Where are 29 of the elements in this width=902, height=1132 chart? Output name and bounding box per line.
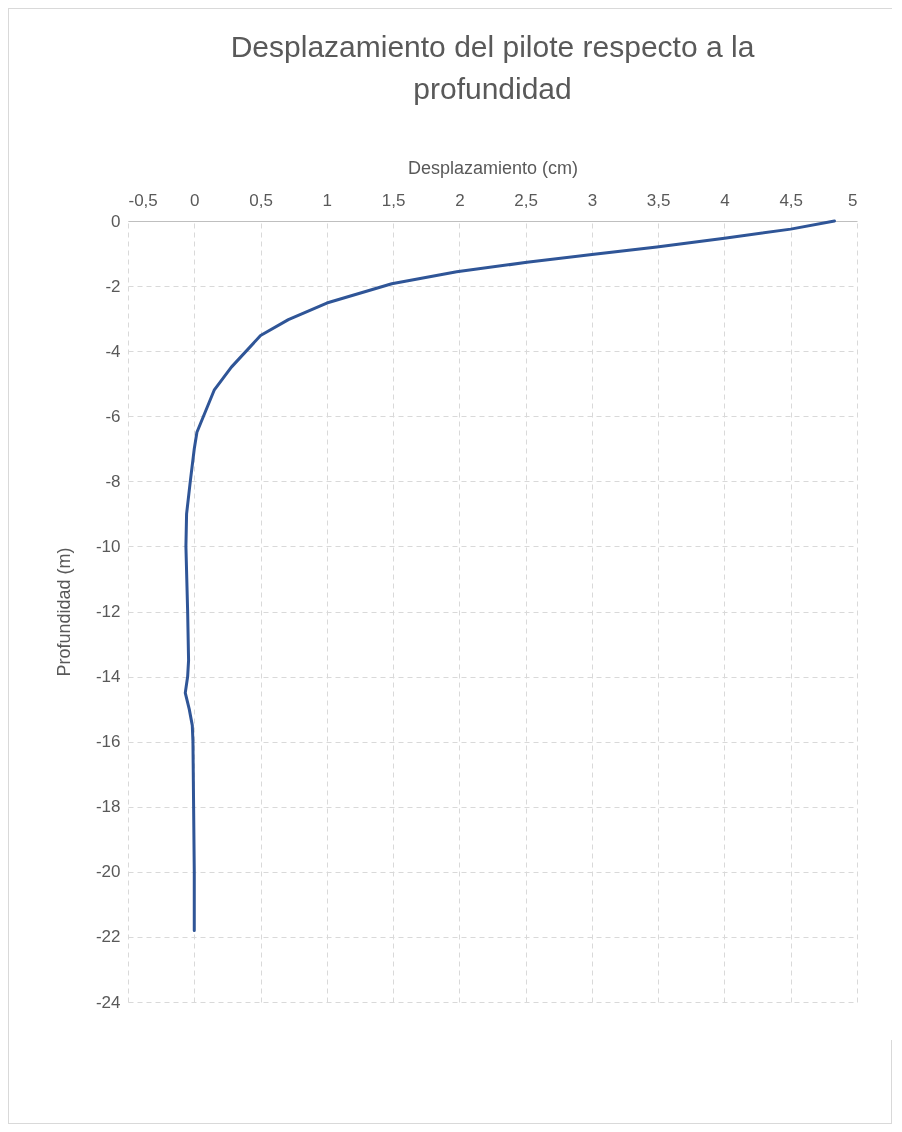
x-tick-label: 4,5 — [779, 190, 804, 210]
y-tick-label: -22 — [95, 927, 121, 947]
y-tick-label: -16 — [95, 732, 121, 752]
y-axis-title: Profundidad (m) — [53, 547, 74, 677]
y-tick-label: 0 — [111, 211, 121, 231]
x-tick-label: 4 — [720, 190, 730, 210]
y-tick-label: -6 — [105, 406, 121, 426]
y-tick-label: -12 — [95, 602, 121, 621]
y-tick-label: -14 — [95, 667, 121, 687]
x-tick-label: 2 — [455, 190, 465, 210]
x-tick-label: -0,5 — [128, 190, 158, 210]
x-tick-label: 0,5 — [249, 190, 273, 210]
x-tick-label: 5 — [848, 190, 858, 210]
y-tick-label: -2 — [105, 276, 121, 296]
x-tick-label: 3,5 — [646, 190, 671, 210]
y-tick-label: -24 — [95, 992, 121, 1012]
x-tick-label: 2,5 — [514, 190, 538, 210]
x-tick-label: 1,5 — [381, 190, 406, 210]
chart-title: Desplazamiento del pilote respecto a la profundidad — [230, 30, 755, 105]
y-tick-label: -4 — [105, 341, 121, 361]
line-series — [183, 219, 836, 932]
x-tick-label: 1 — [322, 190, 333, 210]
y-tick-label: -8 — [105, 471, 121, 491]
y-tick-label: -20 — [95, 862, 121, 882]
y-tick-label: -10 — [95, 536, 121, 556]
y-tick-label: -18 — [95, 797, 121, 817]
x-tick-label: 0 — [190, 190, 200, 210]
x-tick-label: 3 — [587, 190, 598, 210]
x-axis-title: Desplazamiento (cm) — [407, 157, 579, 178]
